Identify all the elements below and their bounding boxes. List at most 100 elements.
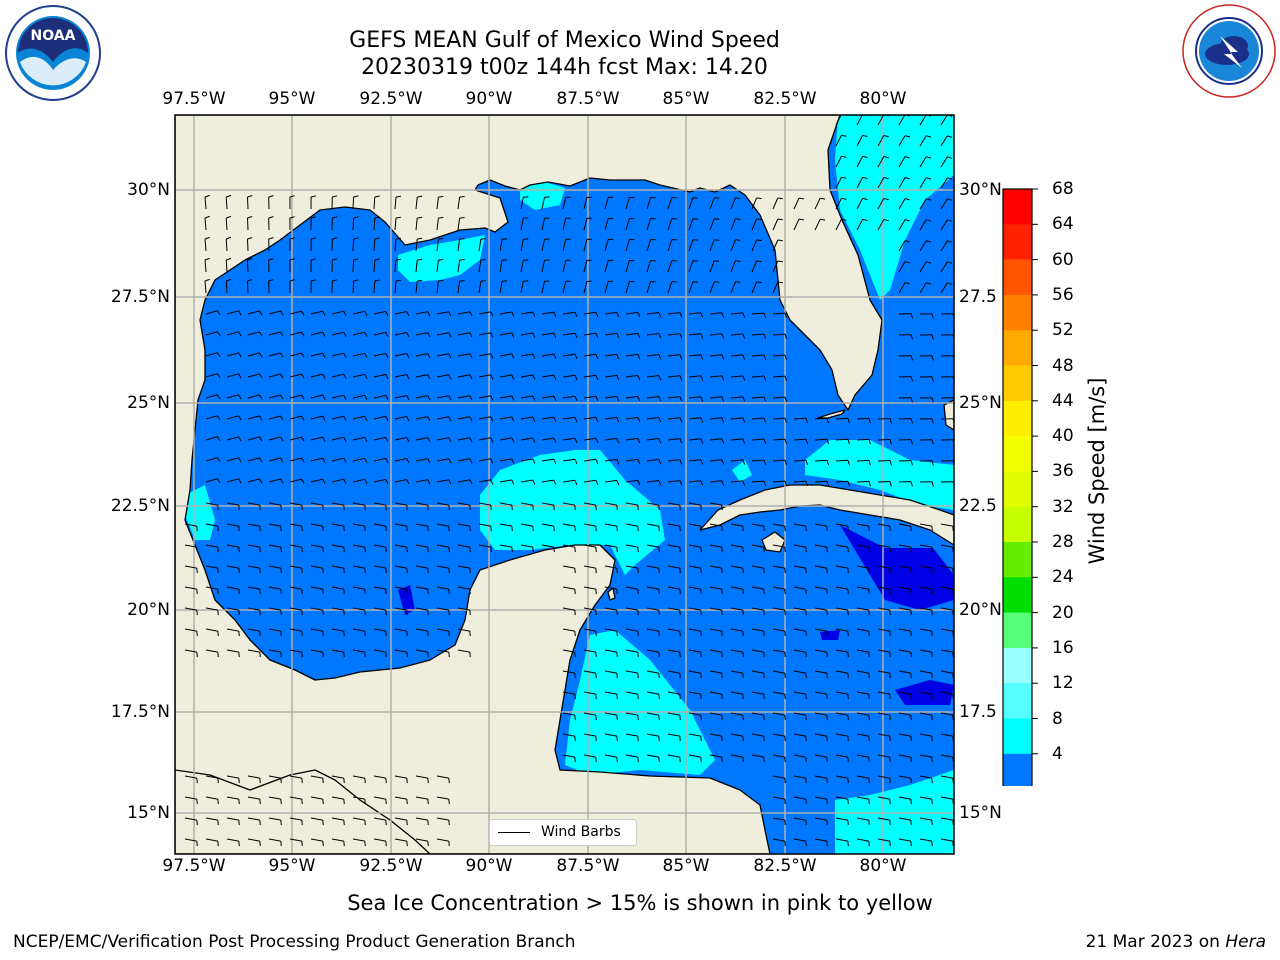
- wind-barb: [352, 280, 355, 294]
- wind-barb: [226, 373, 239, 378]
- wind-barb-flag: [406, 458, 410, 464]
- wind-barb-flag: [343, 457, 347, 463]
- wind-barb: [856, 628, 869, 632]
- wind-barb: [919, 754, 932, 758]
- wind-barb: [583, 754, 596, 758]
- wind-barb-flag: [883, 198, 889, 201]
- wind-barb: [625, 586, 638, 590]
- wind-barb-flag: [301, 505, 303, 511]
- wind-barb-flag: [374, 195, 380, 198]
- wind-barb: [289, 838, 302, 842]
- wind-barb-flag: [868, 799, 870, 805]
- colorbar-segment: [1003, 471, 1032, 507]
- wind-barb-flag: [658, 459, 662, 465]
- wind-barb: [373, 838, 386, 842]
- wind-barb: [562, 607, 575, 611]
- wind-barb: [604, 353, 617, 357]
- wind-barb-flag: [448, 841, 450, 847]
- wind-barb-flag: [574, 333, 578, 338]
- wind-barb-flag: [805, 778, 807, 784]
- wind-barb: [919, 565, 932, 569]
- wind-barb: [688, 649, 701, 653]
- wind-barb: [583, 670, 596, 674]
- wind-barb-flag: [280, 631, 282, 637]
- lon-tick-bottom: 87.5°W: [556, 856, 620, 876]
- wind-barb-flag: [700, 757, 702, 763]
- wind-barb: [520, 311, 533, 315]
- wind-barb-flag: [805, 673, 807, 679]
- wind-barb-flag: [952, 631, 954, 637]
- wind-barb: [478, 502, 491, 506]
- wind-barb: [289, 478, 302, 483]
- wind-barb-flag: [721, 694, 723, 700]
- wind-barb: [604, 586, 617, 590]
- wind-barb-flag: [784, 375, 788, 381]
- wind-barb: [730, 396, 743, 399]
- wind-barb: [772, 712, 785, 716]
- wind-barb-flag: [511, 311, 515, 317]
- wind-barb: [625, 502, 638, 506]
- wind-barb: [877, 670, 890, 674]
- wind-barb: [352, 457, 365, 462]
- wind-barb-flag: [406, 479, 410, 485]
- wind-barb: [268, 331, 281, 336]
- wind-barb: [940, 607, 953, 611]
- wind-barb-flag: [763, 610, 765, 616]
- wind-barb: [898, 607, 911, 611]
- wind-barb: [919, 240, 927, 252]
- wind-barb-flag: [217, 436, 221, 442]
- wind-barb-flag: [343, 652, 345, 658]
- wind-barb: [205, 544, 218, 548]
- wind-barb: [835, 135, 842, 147]
- wind-barb-flag: [841, 218, 847, 221]
- wind-barb: [667, 218, 673, 231]
- wind-barb-flag: [784, 526, 786, 532]
- wind-barb-flag: [904, 177, 910, 180]
- wind-barb-flag: [226, 278, 232, 282]
- wind-barb-flag: [910, 610, 912, 616]
- wind-barb-flag: [742, 312, 746, 318]
- wind-barb: [184, 523, 197, 527]
- wind-barb: [793, 838, 806, 842]
- wind-barb-flag: [469, 589, 471, 595]
- wind-barb: [415, 502, 428, 506]
- wind-barb: [562, 353, 575, 357]
- wind-barb: [226, 394, 239, 399]
- wind-barb: [688, 197, 694, 210]
- wind-barb: [226, 775, 239, 779]
- lon-tick-bottom: 90°W: [465, 856, 513, 876]
- wind-barb-flag: [952, 757, 954, 763]
- wind-barb-flag: [826, 568, 828, 574]
- wind-barb-flag: [637, 757, 639, 763]
- wind-barb: [204, 280, 207, 294]
- wind-barb: [604, 260, 609, 273]
- wind-barb: [331, 457, 344, 462]
- wind-barb: [373, 394, 386, 399]
- wind-barb-flag: [637, 736, 639, 742]
- wind-barb-flag: [637, 354, 641, 360]
- lon-tick-top: 80°W: [859, 89, 907, 109]
- wind-barb-flag: [385, 799, 387, 805]
- wind-barb-flag: [204, 215, 210, 219]
- wind-barb: [415, 479, 428, 483]
- wind-barb: [583, 607, 596, 611]
- wind-barb: [814, 565, 827, 569]
- wind-barb: [835, 156, 842, 168]
- wind-barb-flag: [763, 459, 767, 465]
- wind-barb-flag: [616, 694, 618, 700]
- wind-barb-flag: [574, 375, 578, 380]
- wind-barb-flag: [217, 589, 219, 595]
- wind-barb-flag: [721, 631, 723, 637]
- wind-barb: [352, 436, 365, 441]
- wind-barb: [646, 480, 659, 483]
- wind-barb-flag: [469, 395, 473, 401]
- wind-barb-flag: [343, 820, 345, 826]
- wind-barb: [457, 565, 470, 569]
- wind-barb-flag: [427, 820, 429, 826]
- wind-barb: [667, 565, 680, 569]
- wind-barb-flag: [511, 353, 515, 359]
- wind-barb: [835, 796, 848, 800]
- wind-barb-flag: [883, 135, 889, 138]
- wind-barb-flag: [616, 459, 620, 465]
- wind-barb-flag: [385, 820, 387, 826]
